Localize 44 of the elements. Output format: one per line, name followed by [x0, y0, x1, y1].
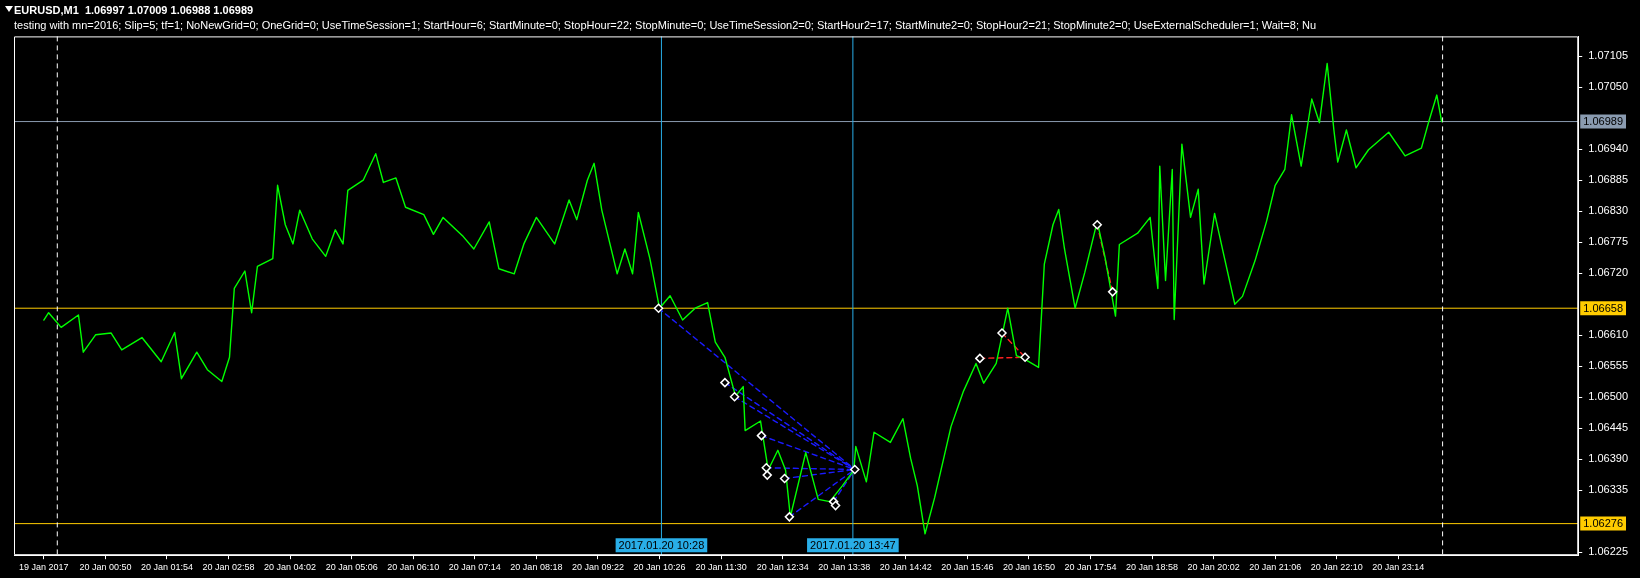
x-tick-label: 20 Jan 08:18 — [510, 562, 563, 573]
chart-subtitle: testing with mn=2016; Slip=5; tf=1; NoNewGrid=0; OneGrid=0; UseTimeSession=1; StartHour=6; StartMinute=0; StopHour=22; StopMinute=0; UseTimeSession2=0; StartHour2=17; StartMinute2=0; StopHour2=21; StopMinute2=0; UseExternalScheduler=1; Wait=8; Nu — [14, 18, 1317, 31]
y-tick-label: 1.06885 — [1588, 173, 1628, 186]
y-tick-label: 1.06610 — [1588, 328, 1628, 341]
x-tick-label: 19 Jan 2017 — [19, 562, 69, 573]
y-tick-label: 1.06445 — [1588, 421, 1628, 434]
x-tick-label: 20 Jan 05:06 — [325, 562, 378, 573]
ref-line-label: 1.06658 — [1583, 301, 1623, 314]
y-tick-label: 1.06775 — [1588, 235, 1628, 248]
x-tick-label: 20 Jan 16:50 — [1002, 562, 1055, 573]
x-tick-label: 20 Jan 21:06 — [1249, 562, 1302, 573]
x-tick-label: 20 Jan 07:14 — [448, 562, 501, 573]
y-tick-label: 1.06720 — [1588, 266, 1628, 279]
y-tick-label: 1.06225 — [1588, 545, 1628, 558]
y-tick-label: 1.06500 — [1588, 390, 1628, 403]
x-tick-label: 20 Jan 15:46 — [941, 562, 994, 573]
y-tick-label: 1.07105 — [1588, 49, 1628, 62]
x-tick-label: 20 Jan 13:38 — [818, 562, 871, 573]
x-tick-label: 20 Jan 10:26 — [633, 562, 686, 573]
x-tick-label: 20 Jan 11:30 — [695, 562, 747, 573]
ref-line-label: 1.06989 — [1583, 115, 1623, 128]
y-tick-label: 1.06830 — [1588, 204, 1628, 217]
x-tick-label: 20 Jan 20:02 — [1187, 562, 1240, 573]
x-tick-label: 20 Jan 23:14 — [1372, 562, 1425, 573]
x-tick-label: 20 Jan 04:02 — [264, 562, 317, 573]
x-tick-label: 20 Jan 12:34 — [756, 562, 809, 573]
ref-line-label: 1.06276 — [1583, 517, 1623, 530]
x-tick-label: 20 Jan 17:54 — [1064, 562, 1117, 573]
x-tick-label: 20 Jan 06:10 — [387, 562, 440, 573]
x-tick-label: 20 Jan 22:10 — [1310, 562, 1363, 573]
y-tick-label: 1.06390 — [1588, 452, 1628, 465]
y-tick-label: 1.06555 — [1588, 359, 1628, 372]
chart-title: EURUSD,M1 1.06997 1.07009 1.06988 1.06989 — [14, 3, 254, 16]
x-tick-label: 20 Jan 01:54 — [140, 562, 193, 573]
y-tick-label: 1.06940 — [1588, 142, 1628, 155]
y-tick-label: 1.07050 — [1588, 80, 1628, 93]
y-tick-label: 1.06335 — [1588, 483, 1628, 496]
x-tick-label: 20 Jan 02:58 — [202, 562, 255, 573]
x-tick-label: 20 Jan 18:58 — [1126, 562, 1179, 573]
x-tick-label: 20 Jan 00:50 — [79, 562, 132, 573]
x-tick-label: 20 Jan 14:42 — [879, 562, 932, 573]
ref-line-label: 2017.01.20 13:47 — [810, 538, 896, 551]
ref-line-label: 2017.01.20 10:28 — [618, 538, 705, 551]
x-tick-label: 20 Jan 09:22 — [571, 562, 624, 573]
